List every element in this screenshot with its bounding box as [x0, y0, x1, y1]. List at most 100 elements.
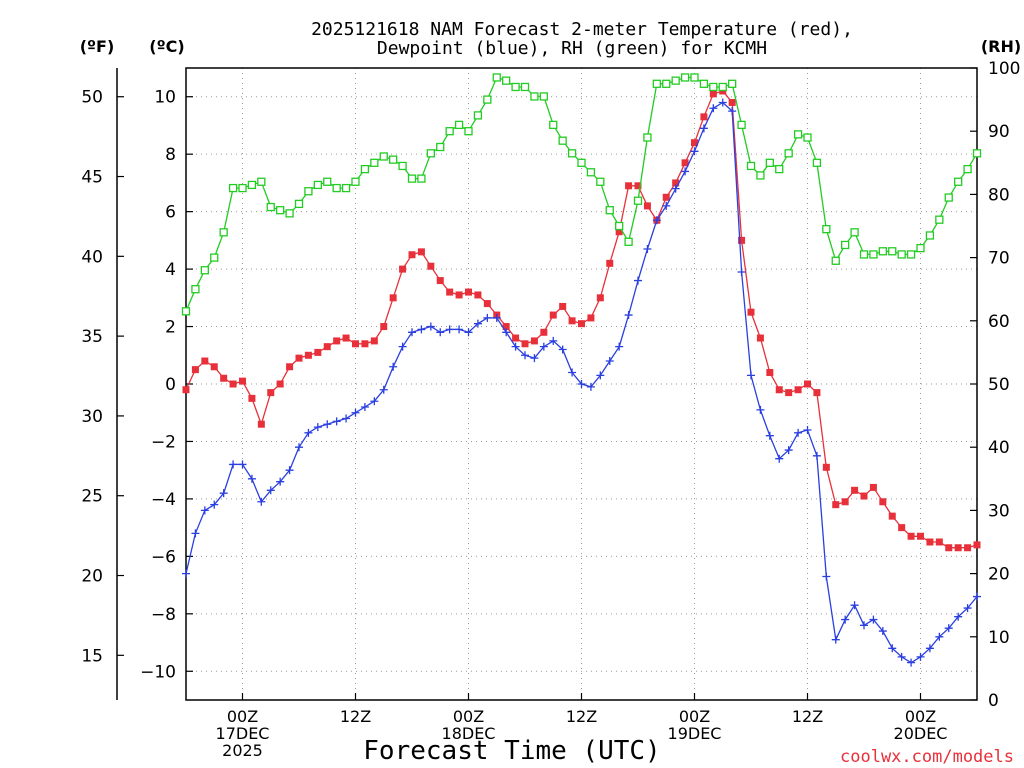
rh-point — [803, 133, 812, 142]
dewpoint-point — [360, 402, 369, 411]
rh-point — [530, 92, 539, 101]
credit-text: coolwx.com/models — [840, 747, 1014, 767]
temperature-point — [427, 262, 435, 270]
temperature-point — [352, 340, 359, 348]
rh-point — [906, 250, 916, 259]
temperature-point — [879, 498, 887, 506]
dewpoint-point — [916, 652, 925, 661]
dewpoint-point — [370, 397, 379, 406]
data-series — [181, 73, 982, 667]
temperature-point — [785, 389, 793, 397]
temperature-point — [201, 357, 209, 365]
temperature-point — [747, 308, 755, 316]
dewpoint-point — [549, 336, 558, 345]
rh-unit-label: (RH) — [981, 37, 1021, 56]
rh-point — [737, 120, 746, 130]
rh-point — [878, 247, 887, 256]
dewpoint-point — [577, 380, 586, 388]
rh-point — [662, 79, 671, 88]
rh-point — [793, 130, 803, 139]
rh-point — [247, 180, 257, 190]
rh-point — [897, 250, 906, 259]
dewpoint-point — [681, 167, 690, 176]
temperature-point — [455, 291, 463, 299]
x-tick-label: 18DEC — [442, 724, 496, 743]
dewpoint-point — [379, 385, 388, 394]
fahrenheit-tick-label: 20 — [81, 567, 103, 587]
rh-point — [370, 158, 379, 167]
dewpoint-point — [888, 644, 897, 653]
rh-point — [888, 247, 897, 256]
temperature-point — [512, 334, 520, 342]
rh-point — [323, 177, 332, 186]
rh-point — [549, 120, 558, 130]
rh-point — [219, 228, 228, 237]
dewpoint-point — [709, 104, 718, 113]
temperature-point — [389, 294, 397, 302]
temperature-point — [643, 202, 651, 210]
dewpoint-point — [436, 328, 445, 337]
rh-point — [294, 199, 304, 209]
rh-point — [680, 73, 690, 82]
rh-point — [841, 240, 850, 250]
x-tick-label: 19DEC — [668, 724, 722, 743]
rh-point — [643, 133, 652, 142]
dewpoint-point — [229, 460, 238, 469]
dewpoint-point — [182, 569, 190, 578]
rh-point — [944, 193, 953, 202]
rh-point — [916, 243, 925, 253]
rh-point — [341, 183, 351, 193]
x-tick-label: 00Z — [227, 707, 258, 726]
temperature-point — [286, 363, 294, 371]
temperature-point — [568, 317, 576, 325]
rh-point — [285, 209, 294, 218]
dewpoint-point — [304, 428, 313, 437]
temperature-point — [248, 394, 256, 402]
temperature-point — [935, 538, 943, 546]
rh-point — [756, 171, 765, 180]
x-tick-label: 12Z — [340, 707, 371, 726]
dewpoint-point — [492, 313, 501, 322]
dewpoint-point — [342, 414, 351, 423]
dewpoint-point — [408, 328, 416, 337]
temperature-point — [625, 182, 633, 190]
dewpoint-point — [954, 612, 963, 621]
dewpoint-point — [389, 362, 398, 371]
series-rh — [181, 73, 982, 316]
rh-point — [436, 142, 445, 152]
rh-point — [718, 82, 727, 92]
rh-point — [935, 215, 944, 224]
temperature-point — [634, 182, 642, 190]
rh-tick-label: 20 — [988, 565, 1010, 585]
temperature-point — [756, 334, 764, 342]
dewpoint-point — [191, 529, 200, 538]
rh-point — [728, 79, 737, 88]
celsius-tick-label: 8 — [165, 145, 176, 165]
dewpoint-point — [878, 627, 887, 636]
dewpoint-point — [398, 342, 407, 351]
temperature-point — [973, 541, 981, 549]
rh-point — [407, 174, 417, 183]
x-tick-label: 12Z — [566, 707, 597, 726]
dewpoint-point — [511, 342, 520, 351]
dewpoint-point — [417, 325, 426, 334]
dewpoint-point — [238, 460, 247, 469]
temperature-point — [191, 366, 199, 374]
rh-point — [389, 155, 398, 164]
dewpoint-point — [831, 635, 840, 644]
fahrenheit-tick-label: 50 — [81, 88, 103, 108]
dewpoint-point — [521, 351, 529, 360]
celsius-tick-label: 0 — [165, 375, 176, 395]
dewpoint-point — [210, 500, 219, 509]
rh-point — [850, 228, 859, 237]
temperature-point — [945, 544, 953, 552]
temperature-point — [728, 98, 736, 106]
dewpoint-point — [257, 497, 266, 506]
dewpoint-point — [718, 98, 727, 107]
dewpoint-point — [530, 354, 539, 363]
celsius-tick-label: 4 — [165, 260, 176, 280]
rh-tick-label: 60 — [988, 312, 1010, 332]
fahrenheit-tick-label: 15 — [81, 646, 103, 666]
temperature-point — [295, 354, 303, 362]
rh-point — [586, 168, 596, 177]
